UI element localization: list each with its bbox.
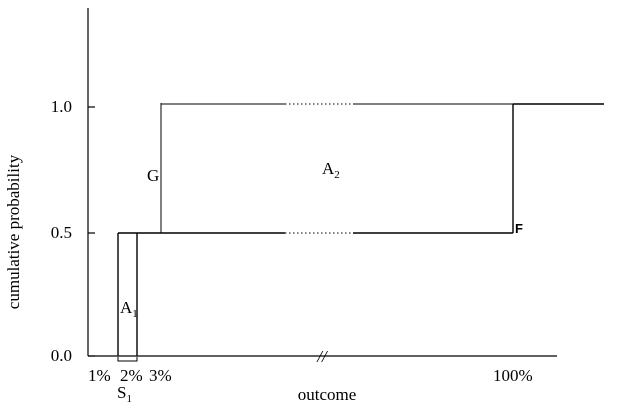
g-label: G [147,166,159,185]
y-tick-label-0: 0.0 [51,346,72,365]
x-tick-label-100pct: 100% [493,366,533,385]
y-tick-label-1: 1.0 [51,97,72,116]
a2-label: A2 [322,159,340,181]
s1-label: S1 [117,383,132,405]
s1-brace [117,357,138,362]
y-axis-label: cumulative probability [4,154,23,309]
x-axis-label: outcome [298,385,357,404]
y-tick-label-05: 0.5 [51,223,72,242]
x-tick-label-2pct: 2% [120,366,143,385]
axis-break-mark: // [316,347,329,366]
x-tick-label-3pct: 3% [149,366,172,385]
a1-label: A1 [120,298,138,320]
f-label: F [515,221,523,236]
x-tick-label-1pct: 1% [88,366,111,385]
